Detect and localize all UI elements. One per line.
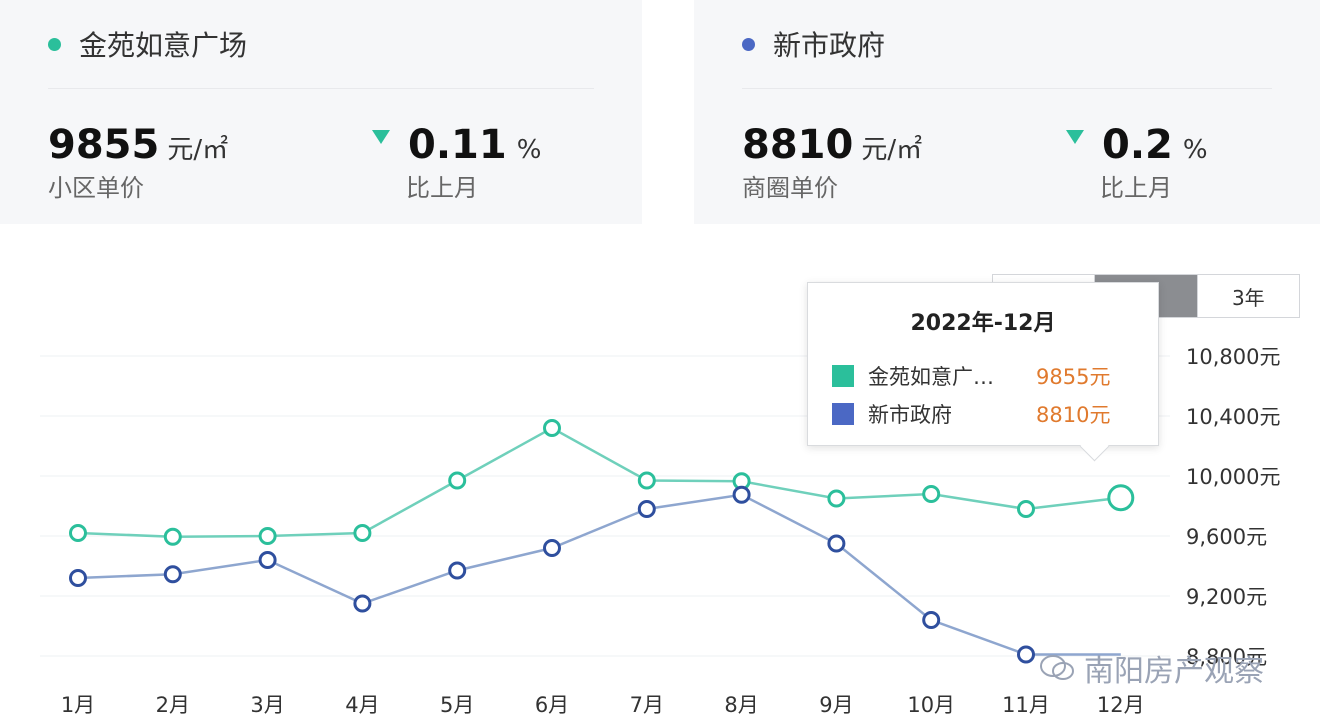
data-point [922, 611, 941, 629]
data-point [922, 485, 941, 503]
data-point [827, 534, 846, 553]
community-card: 金苑如意广场 9855 元/㎡ 小区单价 0.11 % 比上月 [0, 0, 642, 224]
x-tick-label: 5月 [440, 693, 474, 717]
tooltip-title: 2022年-12月 [910, 311, 1056, 336]
y-tick-label: 9,600元 [1186, 525, 1267, 549]
data-point [1017, 645, 1035, 664]
x-tick-label: 11月 [1002, 693, 1050, 717]
y-tick-label: 10,800元 [1186, 345, 1280, 369]
x-tick-label: 3月 [250, 693, 284, 717]
series-line [77, 493, 1121, 656]
community-price-label: 小区单价 [48, 174, 144, 202]
tooltip-row: 金苑如意广… 9855元 [832, 361, 1138, 391]
chart-tooltip: 2022年-12月 金苑如意广… 9855元 新市政府 8810元 [807, 282, 1159, 446]
down-triangle-icon [372, 130, 390, 144]
y-tick-label: 10,400元 [1186, 405, 1280, 429]
data-point [448, 561, 467, 580]
data-point [1017, 500, 1035, 518]
x-tick-label: 6月 [535, 693, 569, 717]
district-dot-icon [742, 37, 755, 51]
data-point [543, 419, 561, 437]
community-price: 9855 元/㎡ [48, 122, 229, 168]
district-title: 新市政府 [742, 24, 885, 64]
district-card: 新市政府 8810 元/㎡ 商圈单价 0.2 % 比上月 [694, 0, 1320, 224]
wechat-icon [1040, 655, 1074, 680]
data-point [163, 565, 182, 584]
y-tick-label: 9,200元 [1186, 585, 1267, 609]
x-tick-label: 1月 [61, 693, 95, 717]
data-point [637, 500, 656, 518]
community-change-label: 比上月 [406, 174, 478, 202]
y-tick-label: 8,800元 [1186, 645, 1267, 669]
data-point [258, 551, 277, 569]
community-change: 0.11 % [372, 122, 541, 168]
community-title: 金苑如意广场 [48, 24, 247, 64]
x-tick-label: 8月 [724, 693, 758, 717]
data-point [543, 539, 561, 557]
data-point [353, 524, 372, 542]
data-point [827, 489, 846, 508]
series-swatch-icon [832, 365, 854, 387]
x-tick-label: 9月 [819, 693, 853, 717]
district-change-label: 比上月 [1100, 174, 1172, 202]
data-point [1107, 484, 1135, 512]
data-point [732, 485, 751, 504]
series-line [77, 426, 1121, 539]
data-point [258, 527, 277, 545]
y-tick-label: 10,000元 [1186, 465, 1280, 489]
data-point [353, 594, 372, 613]
divider [742, 88, 1272, 89]
series-swatch-icon [832, 403, 854, 425]
data-point [69, 569, 87, 587]
district-change: 0.2 % [1066, 122, 1208, 168]
x-tick-label: 4月 [345, 693, 379, 717]
district-price-label: 商圈单价 [742, 174, 838, 202]
x-tick-label: 7月 [630, 693, 664, 717]
tab-3y[interactable]: 3年 [1231, 285, 1265, 310]
tooltip-row: 新市政府 8810元 [832, 399, 1138, 429]
data-point [69, 524, 87, 542]
data-point [637, 471, 656, 490]
community-dot-icon [48, 37, 61, 51]
data-point [163, 527, 182, 546]
x-tick-label: 2月 [156, 693, 190, 717]
x-tick-label: 12月 [1097, 693, 1145, 717]
data-point [448, 471, 467, 490]
x-tick-label: 10月 [907, 693, 955, 717]
down-triangle-icon [1066, 130, 1084, 144]
divider [48, 88, 594, 89]
watermark: 南阳房产观察 [1040, 646, 1264, 690]
district-price: 8810 元/㎡ [742, 122, 923, 168]
